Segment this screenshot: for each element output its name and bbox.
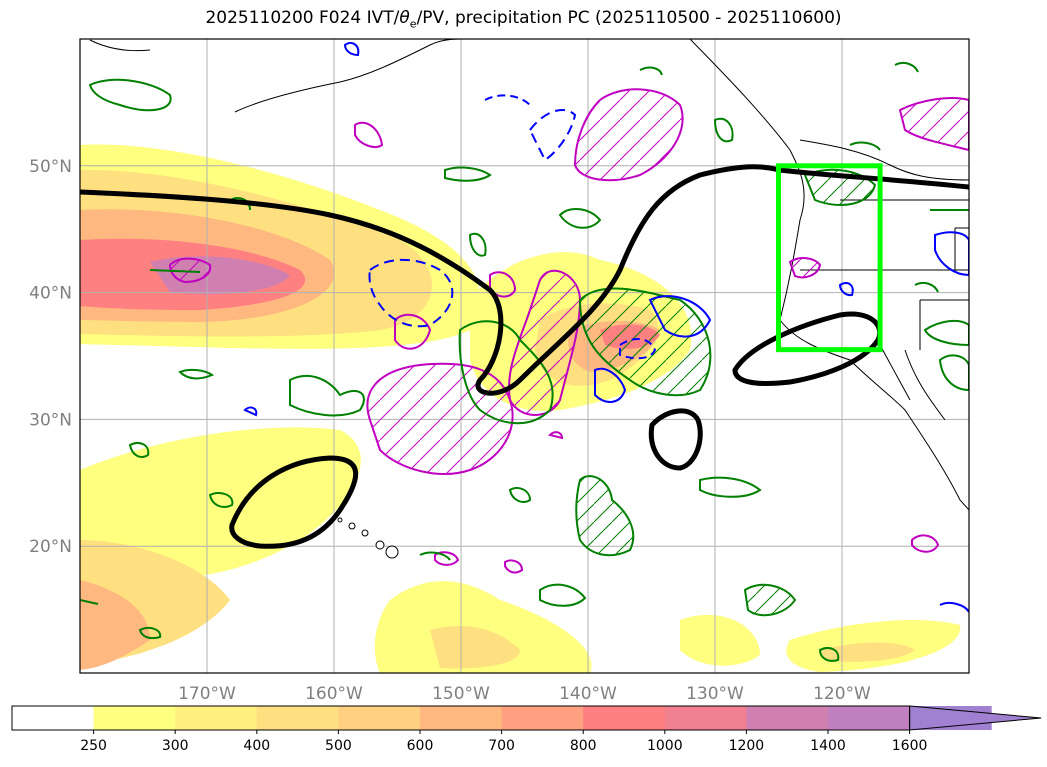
longitude-label: 140°W <box>559 684 617 704</box>
latitude-label: 20°N <box>29 537 72 557</box>
longitude-label: 150°W <box>432 684 490 704</box>
pv-positive-contours <box>80 62 969 662</box>
colorbar-tick-label: 1400 <box>810 738 846 754</box>
region-highlight-box <box>776 163 883 353</box>
colorbar-tick-label: 400 <box>243 738 270 754</box>
latitude-label: 30°N <box>29 410 72 430</box>
colorbar-segment <box>338 706 421 730</box>
longitude-label: 130°W <box>686 684 744 704</box>
colorbar-tick-label: 300 <box>162 738 189 754</box>
plot-frame <box>79 38 970 674</box>
colorbar-tick-label: 1200 <box>729 738 765 754</box>
latitude-tick-labels: 50°N 40°N 30°N 20°N <box>29 157 72 557</box>
colorbar-tick-label: 250 <box>80 738 107 754</box>
colorbar-segment <box>746 706 829 730</box>
colorbar-segment <box>501 706 584 730</box>
colorbar: 250 300 400 500 600 700 800 1000 1200 1400 1600 <box>11 705 1042 754</box>
longitude-label: 120°W <box>813 684 871 704</box>
pv-negative-contours <box>243 42 969 613</box>
colorbar-tick-label: 600 <box>407 738 434 754</box>
longitude-label: 170°W <box>178 684 236 704</box>
colorbar-tick-label: 800 <box>570 738 597 754</box>
colorbar-segment <box>664 706 747 730</box>
colorbar-tick-label: 500 <box>325 738 352 754</box>
colorbar-tick-label: 1600 <box>892 738 928 754</box>
colorbar-segment <box>175 706 258 730</box>
colorbar-segment <box>420 706 503 730</box>
colorbar-segment <box>828 706 911 730</box>
colorbar-tick-label: 1000 <box>647 738 683 754</box>
colorbar-segment <box>93 706 176 730</box>
longitude-label: 160°W <box>305 684 363 704</box>
map-title: 2025110200 F024 IVT/θe/PV, precipitation… <box>205 8 842 31</box>
grid-lines <box>80 39 969 673</box>
hawaii-islands <box>337 517 399 559</box>
colorbar-segment <box>583 706 666 730</box>
longitude-tick-labels: 170°W 160°W 150°W 140°W 130°W 120°W <box>178 684 871 704</box>
colorbar-outline <box>11 705 911 731</box>
colorbar-tick-label: 700 <box>488 738 515 754</box>
colorbar-segment <box>256 706 339 730</box>
precipitation-contours <box>168 88 969 574</box>
latitude-label: 40°N <box>29 284 72 304</box>
plot-area <box>80 39 969 673</box>
latitude-label: 50°N <box>29 157 72 177</box>
colorbar-segment <box>12 706 95 730</box>
